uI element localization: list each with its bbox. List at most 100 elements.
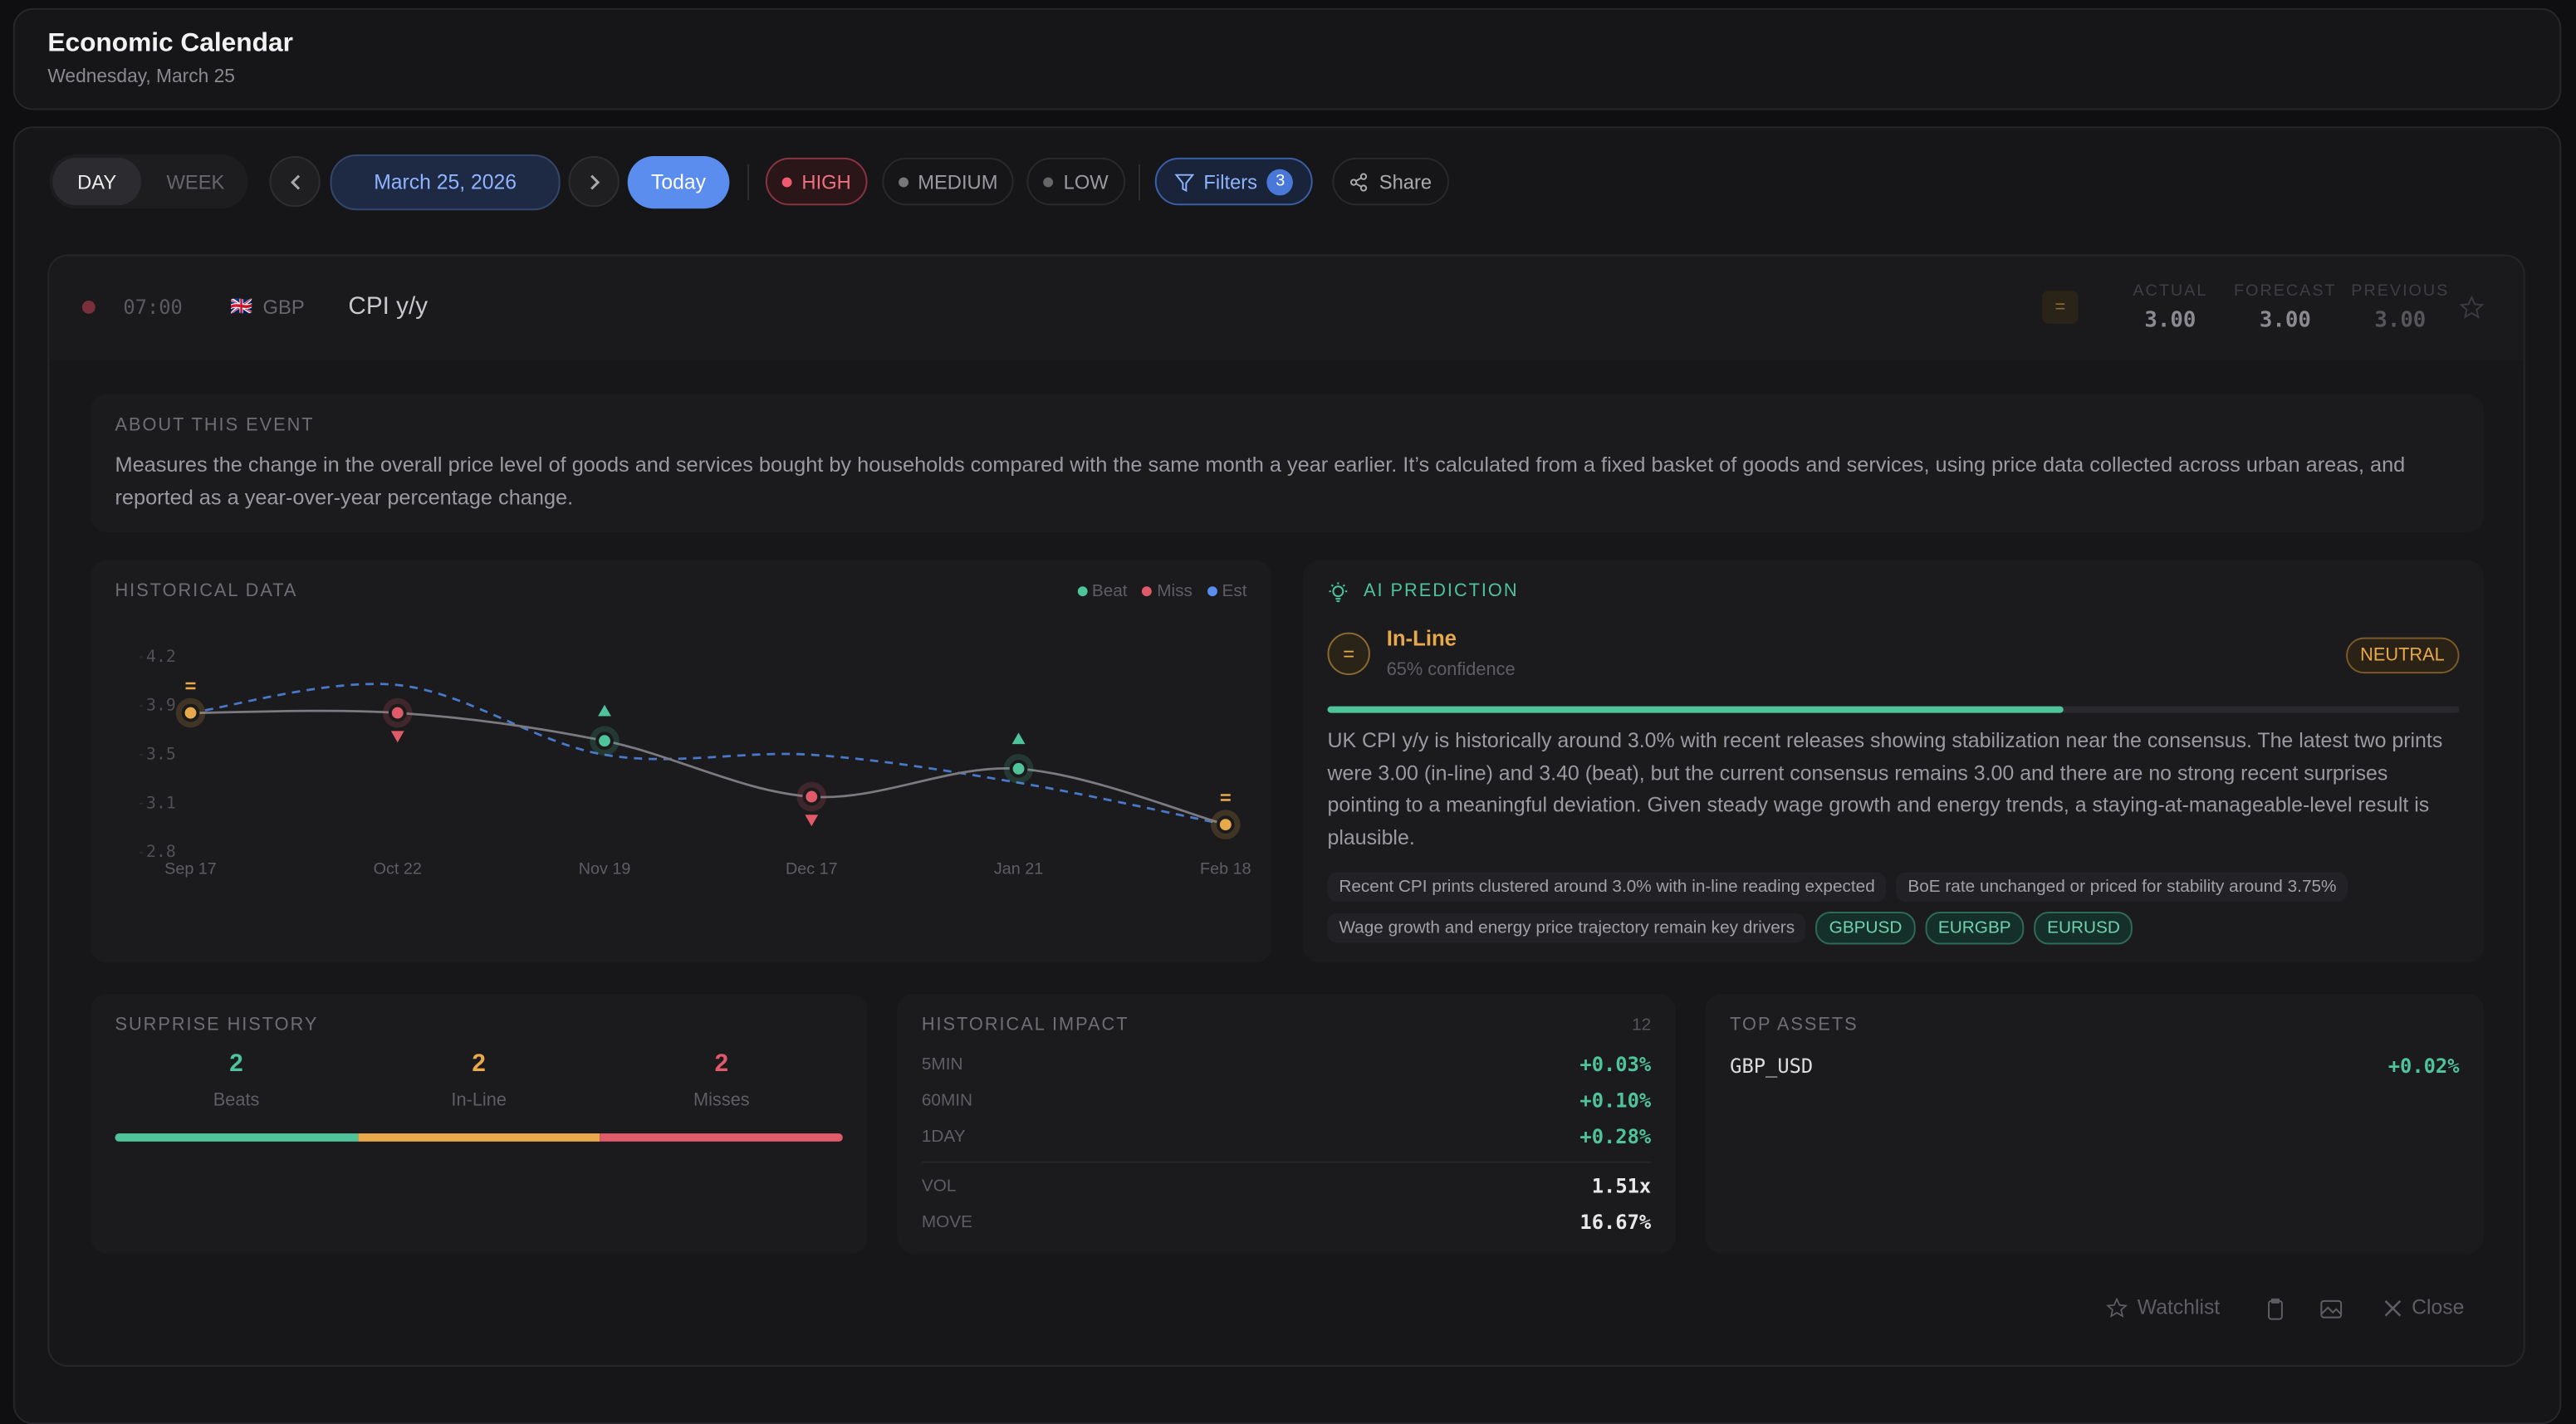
event-name: CPI y/y: [348, 292, 429, 321]
marker: [181, 703, 200, 722]
week-button[interactable]: WEEK: [166, 169, 225, 193]
x-tick-label: Dec 17: [786, 859, 838, 878]
row-label: 60MIN: [921, 1090, 973, 1111]
impact-table: 5MIN +0.03% 60MIN +0.10% 1DAY +0.28% VOL 1.51x M…: [921, 1046, 1652, 1240]
surprise-stats: 2 Beats 2 In-Line 2 Misses: [115, 1050, 843, 1142]
y-tick-label: 2.8: [146, 842, 176, 861]
star-button[interactable]: [2459, 296, 2485, 321]
date-picker[interactable]: March 25, 2026: [330, 154, 561, 211]
y-tick-label: 3.1: [146, 793, 176, 812]
factor-tag: Wage growth and energy price trajectory …: [1327, 913, 1806, 943]
title: Economic Calendar: [47, 29, 293, 58]
marker: [1216, 815, 1235, 834]
about-heading: ABOUT THIS EVENT: [115, 415, 315, 436]
divider: [921, 1161, 1652, 1163]
view-toggle: DAY WEEK: [49, 154, 248, 209]
marker: [802, 787, 821, 806]
prev-button[interactable]: [269, 155, 321, 208]
miss-indicator: [390, 731, 404, 743]
beat-indicator: [1011, 732, 1026, 745]
legend-swatch: [1077, 586, 1087, 597]
row-label: 1DAY: [921, 1127, 966, 1147]
inline-indicator: [1220, 794, 1231, 801]
asset-tag: EURGBP: [1925, 911, 2025, 945]
medium-filter[interactable]: MEDIUM: [882, 157, 1014, 206]
surprise-heading: SURPRISE HISTORY: [115, 1015, 319, 1035]
filter-icon: [1173, 173, 1194, 192]
surprise-segment: [357, 1133, 600, 1142]
miss-indicator: [805, 815, 819, 827]
surprise-column: 2 In-Line: [358, 1050, 600, 1110]
label: Close: [2412, 1295, 2465, 1319]
label: Watchlist: [2137, 1295, 2221, 1319]
assets-heading: TOP ASSETS: [1730, 1015, 1859, 1035]
label: MEDIUM: [918, 169, 998, 193]
assets-box: TOP ASSETS GBP_USD +0.02%: [1705, 993, 2485, 1254]
surprise-bar: [115, 1133, 843, 1142]
low-filter[interactable]: LOW: [1026, 157, 1126, 206]
label: Share: [1379, 169, 1432, 193]
event-currency: GBP: [262, 296, 305, 319]
surprise-label: Beats: [213, 1090, 260, 1111]
actual-line: [190, 709, 1227, 826]
impact-row: 60MIN +0.10%: [922, 1083, 1651, 1119]
impact-count: 12: [1632, 1015, 1652, 1035]
x-tick-label: Feb 18: [1200, 859, 1251, 878]
image-button[interactable]: [2319, 1298, 2343, 1321]
today-button[interactable]: Today: [627, 155, 730, 209]
inline-indicator: [185, 682, 196, 690]
label: LOW: [1063, 169, 1109, 193]
stat-row: MOVE 16.67%: [922, 1204, 1651, 1240]
subtitle: Wednesday, March 25: [47, 67, 235, 87]
row-value: +0.03%: [1579, 1053, 1652, 1076]
legend: Beat Miss Est: [1077, 581, 1247, 601]
assets-table: GBP_USD +0.02%: [1730, 1050, 2459, 1083]
forecast-value: 3.00: [2259, 308, 2311, 334]
copy-button[interactable]: [2264, 1298, 2287, 1321]
close-button[interactable]: Close: [2384, 1295, 2465, 1319]
impact-heading: HISTORICAL IMPACT: [921, 1015, 1129, 1035]
bulb-icon: [1329, 582, 1348, 603]
event-time: 07:00: [123, 296, 183, 319]
share-button[interactable]: Share: [1332, 157, 1449, 206]
marker: [1009, 759, 1028, 778]
event-row[interactable]: 07:00 🇬🇧 GBP CPI y/y = ACTUAL 3.00 FOREC…: [49, 256, 2524, 360]
day-button[interactable]: DAY: [52, 157, 142, 206]
surprise-column: 2 Misses: [600, 1050, 843, 1110]
beat-indicator: [598, 704, 611, 717]
row-label: 5MIN: [921, 1055, 963, 1074]
header: Economic Calendar Wednesday, March 25: [12, 7, 2562, 110]
legend-swatch: [1207, 586, 1217, 597]
previous-label: PREVIOUS: [2351, 282, 2450, 301]
share-icon: [1350, 172, 1369, 191]
row-value: 1.51x: [1591, 1174, 1652, 1198]
next-button[interactable]: [568, 155, 620, 208]
x-icon: [2384, 1299, 2402, 1316]
surprise-count: 2: [472, 1050, 486, 1078]
separator: [747, 164, 750, 201]
factor-tag: BoE rate unchanged or priced for stabili…: [1896, 872, 2348, 903]
surprise-column: 2 Beats: [115, 1050, 357, 1110]
impact-box: HISTORICAL IMPACT 12 5MIN +0.03% 60MIN +0.1…: [897, 993, 1676, 1254]
surprise-count: 2: [229, 1050, 243, 1078]
label: HIGH: [801, 169, 851, 193]
watchlist-button[interactable]: Watchlist: [2106, 1296, 2220, 1319]
confidence-bar: [1327, 706, 2064, 713]
high-filter[interactable]: HIGH: [765, 157, 868, 206]
legend-item: Miss: [1142, 581, 1193, 601]
separator: [1138, 164, 1140, 201]
prediction-box: AI PREDICTION = In-Line 65% confidence N…: [1302, 560, 2485, 963]
surprise-label: Misses: [693, 1090, 750, 1111]
chart: 2.8 3.1 3.5 3.9 4.2 Sep 17 Oct 22 Nov 19 Dec 17 J…: [140, 647, 1251, 878]
row-value: +0.10%: [1579, 1089, 1652, 1113]
filters-button[interactable]: Filters 3: [1154, 157, 1313, 206]
marker: [595, 732, 614, 751]
row-label: VOL: [921, 1176, 957, 1196]
stance-badge: NEUTRAL: [2345, 637, 2460, 674]
dot: [781, 176, 792, 187]
row-value: +0.28%: [1579, 1125, 1652, 1148]
impact-dot: [81, 301, 95, 314]
about-text: Measures the change in the overall price…: [115, 452, 2406, 510]
legend-label: Beat: [1091, 581, 1128, 602]
